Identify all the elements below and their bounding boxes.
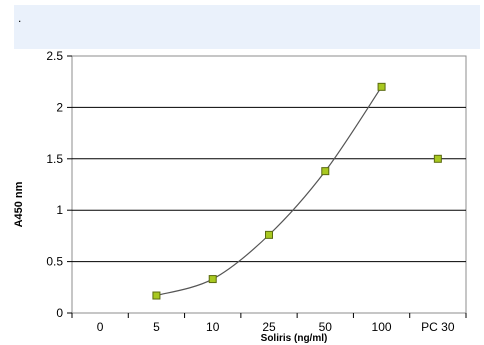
x-tick-label: 25	[262, 320, 276, 334]
series-line	[156, 86, 383, 297]
data-point	[208, 275, 217, 284]
x-tick-label: 5	[153, 320, 160, 334]
x-tick-label: 0	[97, 320, 104, 334]
data-point	[321, 167, 330, 176]
y-tick-label: 1.5	[46, 152, 63, 166]
data-point	[265, 230, 273, 239]
x-tick-label: PC 30	[421, 320, 455, 334]
y-tick-label: 0.5	[46, 255, 63, 269]
x-tick-label: 10	[206, 320, 220, 334]
y-tick-label: 1	[56, 203, 63, 217]
x-axis-title: Soliris (ng/ml)	[261, 333, 328, 344]
data-point	[152, 291, 161, 300]
x-tick-label: 50	[319, 320, 333, 334]
y-axis-title: A450 nm	[13, 181, 25, 227]
x-tick-label: 100	[372, 320, 392, 334]
data-point	[433, 154, 442, 163]
y-tick-label: 2.5	[46, 49, 63, 63]
header-band: .	[14, 5, 480, 49]
y-tick-label: 2	[56, 100, 63, 114]
header-text: .	[18, 11, 22, 25]
data-point	[377, 82, 386, 91]
y-tick-label: 0	[56, 306, 63, 320]
plot-area	[71, 55, 467, 314]
